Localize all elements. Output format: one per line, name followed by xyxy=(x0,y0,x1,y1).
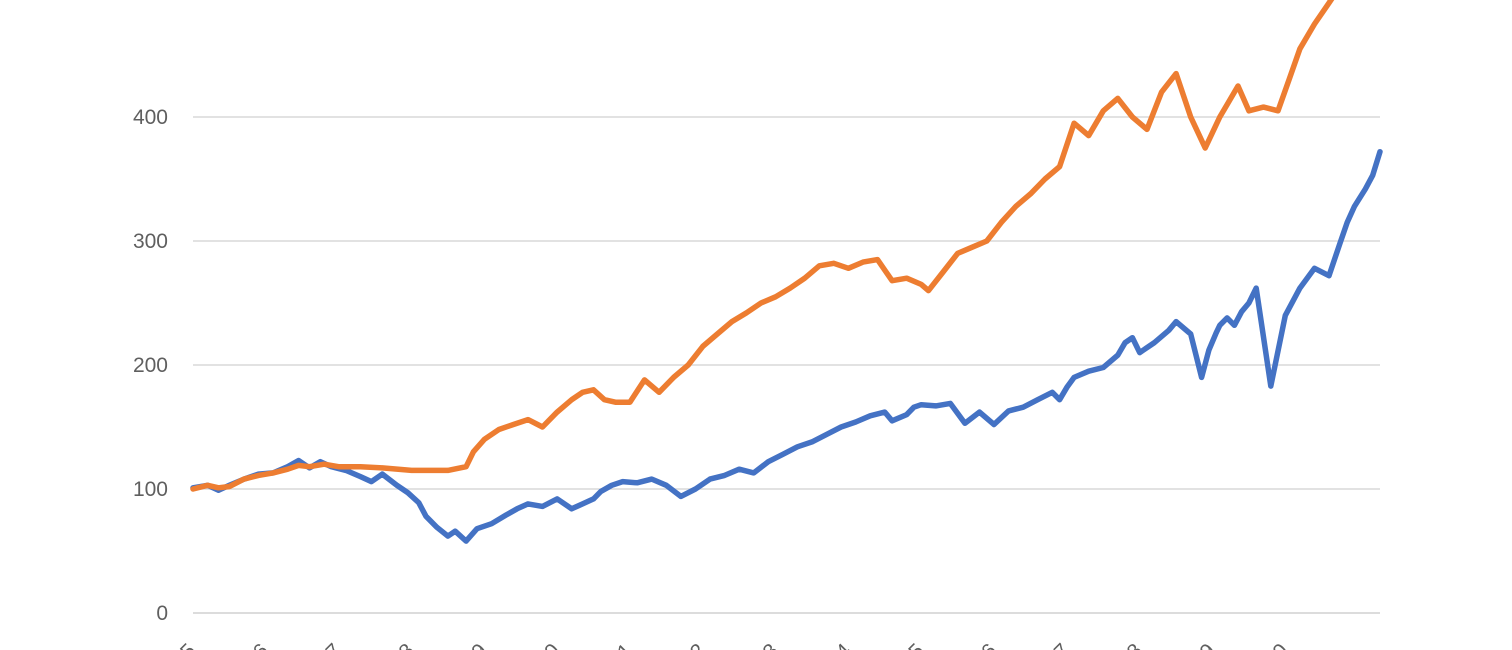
y-tick-label: 300 xyxy=(133,230,168,253)
x-tick-label: 05 xyxy=(168,639,201,650)
x-tick-label: 16 xyxy=(969,639,1002,650)
x-tick-label: 09 xyxy=(459,639,492,650)
y-tick-label: 200 xyxy=(133,354,168,377)
y-tick-label: 100 xyxy=(133,478,168,501)
series-line-blue xyxy=(190,148,1383,544)
x-tick-label: 19 xyxy=(1187,639,1220,650)
x-tick-label: 06 xyxy=(241,639,274,650)
series-lines xyxy=(190,0,1383,544)
series-line-orange xyxy=(190,0,1335,492)
y-tick-label: 500 xyxy=(133,0,168,5)
x-tick-label: 10 xyxy=(532,639,565,650)
x-axis-tick-labels: 05 06 07 08 09 10 11 12 13 14 15 16 17 18 19 20 xyxy=(168,639,1293,650)
x-tick-label: 12 xyxy=(678,639,711,650)
y-tick-label: 400 xyxy=(133,106,168,129)
x-tick-label: 07 xyxy=(313,639,346,650)
x-tick-label: 14 xyxy=(823,639,856,650)
x-tick-label: 17 xyxy=(1042,639,1075,650)
x-tick-label: 13 xyxy=(750,639,783,650)
x-tick-label: 20 xyxy=(1260,639,1293,650)
x-tick-label: 15 xyxy=(896,639,929,650)
y-tick-label: 0 xyxy=(156,602,168,625)
x-tick-label: 08 xyxy=(386,639,419,650)
y-axis-tick-labels: 0 100 200 300 400 500 xyxy=(133,0,168,625)
gridlines xyxy=(193,116,1380,614)
x-tick-label: 11 xyxy=(606,639,638,650)
x-tick-label: 18 xyxy=(1114,639,1147,650)
